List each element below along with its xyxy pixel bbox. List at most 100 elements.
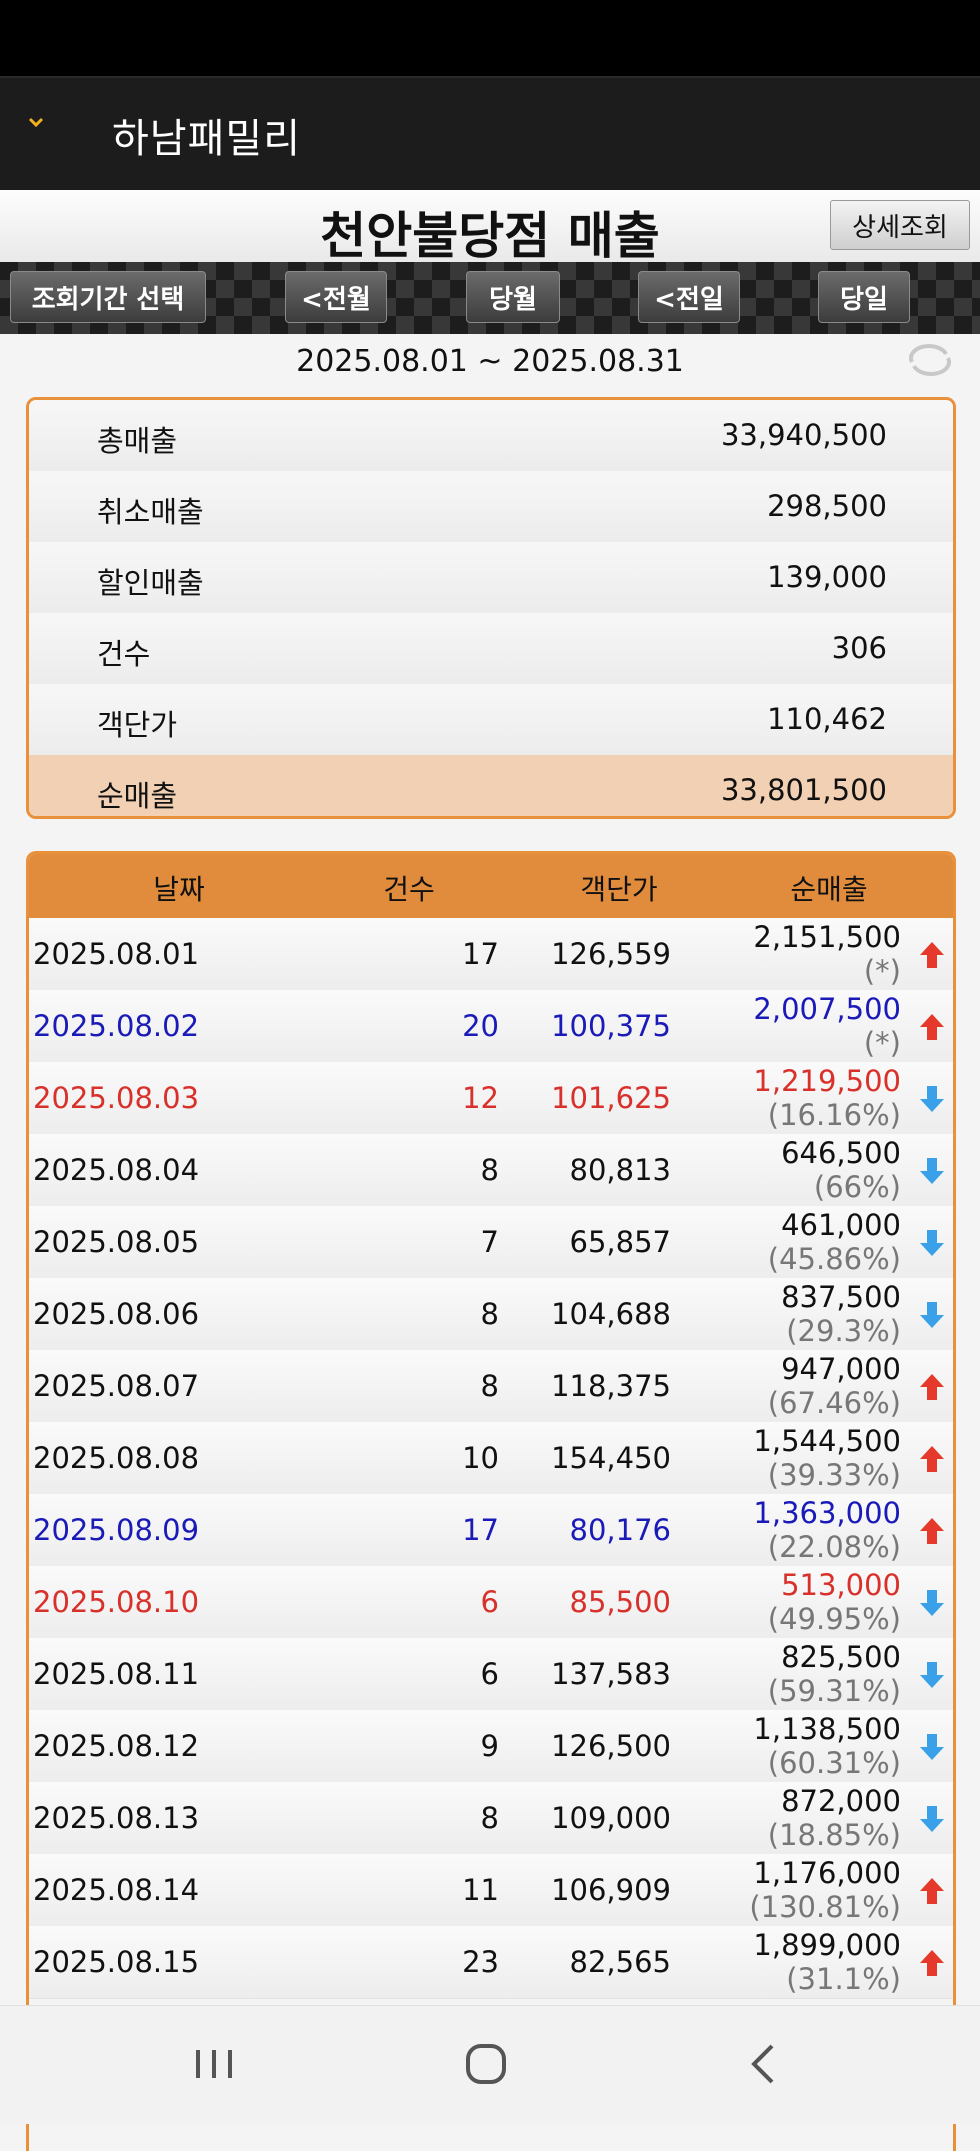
- row-count: 8: [480, 1153, 499, 1187]
- arrow-up-icon: [920, 1446, 944, 1472]
- table-row[interactable]: 2025.08.06 8 104,688 837,500 (29.3%): [29, 1278, 953, 1351]
- prev-day-button[interactable]: <전일: [638, 271, 740, 323]
- row-percent: (60.31%): [767, 1746, 901, 1780]
- row-avg: 65,857: [569, 1225, 671, 1259]
- row-percent: (18.85%): [767, 1818, 901, 1852]
- row-avg: 104,688: [551, 1297, 671, 1331]
- row-avg: 101,625: [551, 1081, 671, 1115]
- period-range: 2025.08.01 ~ 2025.08.31: [296, 344, 684, 379]
- table-row[interactable]: 2025.08.11 6 137,583 825,500 (59.31%): [29, 1638, 953, 1711]
- row-date: 2025.08.03: [33, 1081, 200, 1115]
- row-count: 9: [480, 1729, 499, 1763]
- table-row[interactable]: 2025.08.14 11 106,909 1,176,000 (130.81%): [29, 1854, 953, 1927]
- daily-sales-table: 날짜 건수 객단가 순매출 2025.08.01 17 126,559 2,151,5…: [26, 851, 956, 2151]
- table-row[interactable]: 2025.08.03 12 101,625 1,219,500 (16.16%): [29, 1062, 953, 1135]
- row-date: 2025.08.15: [33, 1945, 200, 1979]
- row-net-sales: 1,363,000: [753, 1496, 901, 1530]
- arrow-down-icon: [920, 1734, 944, 1760]
- row-date: 2025.08.02: [33, 1009, 200, 1043]
- row-avg: 154,450: [551, 1441, 671, 1475]
- row-net-sales: 2,151,500: [753, 920, 901, 954]
- row-net-sales: 1,138,500: [753, 1712, 901, 1746]
- table-row[interactable]: 2025.08.08 10 154,450 1,544,500 (39.33%): [29, 1422, 953, 1495]
- row-percent: (66%): [813, 1170, 901, 1204]
- row-avg: 126,559: [551, 937, 671, 971]
- table-row[interactable]: 2025.08.01 17 126,559 2,151,500 (*): [29, 918, 953, 991]
- row-count: 6: [480, 1657, 499, 1691]
- summary-value: 33,801,500: [720, 773, 887, 807]
- recent-apps-icon[interactable]: [174, 2032, 254, 2096]
- row-date: 2025.08.06: [33, 1297, 200, 1331]
- summary-row: 건수 306: [29, 613, 953, 685]
- summary-label: 할인매출: [97, 566, 204, 600]
- row-date: 2025.08.04: [33, 1153, 200, 1187]
- row-count: 6: [480, 1585, 499, 1619]
- row-percent: (59.31%): [767, 1674, 901, 1708]
- summary-value: 306: [831, 631, 887, 665]
- table-row[interactable]: 2025.08.02 20 100,375 2,007,500 (*): [29, 990, 953, 1063]
- row-count: 20: [462, 1009, 499, 1043]
- arrow-down-icon: [920, 1302, 944, 1328]
- row-avg: 137,583: [551, 1657, 671, 1691]
- table-row[interactable]: 2025.08.15 23 82,565 1,899,000 (31.1%): [29, 1926, 953, 1999]
- summary-value: 33,940,500: [720, 418, 887, 452]
- table-row[interactable]: 2025.08.04 8 80,813 646,500 (66%): [29, 1134, 953, 1207]
- table-row[interactable]: 2025.08.13 8 109,000 872,000 (18.85%): [29, 1782, 953, 1855]
- summary-label: 객단가: [97, 708, 178, 742]
- header-net: 순매출: [790, 873, 868, 906]
- row-net-sales: 1,899,000: [753, 1928, 901, 1962]
- home-icon[interactable]: [446, 2032, 526, 2096]
- summary-label: 건수: [97, 637, 151, 671]
- table-row[interactable]: 2025.08.10 6 85,500 513,000 (49.95%): [29, 1566, 953, 1639]
- arrow-up-icon: [920, 942, 944, 968]
- row-percent: (16.16%): [767, 1098, 901, 1132]
- row-percent: (39.33%): [767, 1458, 901, 1492]
- row-net-sales: 461,000: [781, 1208, 901, 1242]
- summary-value: 139,000: [767, 560, 887, 594]
- table-row[interactable]: 2025.08.09 17 80,176 1,363,000 (22.08%): [29, 1494, 953, 1567]
- app-title: 하남패밀리: [112, 116, 301, 162]
- row-date: 2025.08.05: [33, 1225, 200, 1259]
- arrow-down-icon: [920, 1590, 944, 1616]
- status-bar: [0, 0, 980, 76]
- summary-row: 취소매출 298,500: [29, 471, 953, 543]
- header-avg: 객단가: [580, 873, 658, 906]
- arrow-down-icon: [920, 1086, 944, 1112]
- summary-value: 298,500: [767, 489, 887, 523]
- row-count: 12: [462, 1081, 499, 1115]
- row-percent: (*): [863, 1026, 901, 1060]
- today-button[interactable]: 당일: [818, 271, 910, 323]
- chevron-down-icon[interactable]: [26, 112, 46, 132]
- row-net-sales: 2,007,500: [753, 992, 901, 1026]
- row-net-sales: 1,176,000: [753, 1856, 901, 1890]
- row-count: 10: [462, 1441, 499, 1475]
- row-avg: 126,500: [551, 1729, 671, 1763]
- table-row[interactable]: 2025.08.05 7 65,857 461,000 (45.86%): [29, 1206, 953, 1279]
- table-row[interactable]: 2025.08.12 9 126,500 1,138,500 (60.31%): [29, 1710, 953, 1783]
- prev-month-button[interactable]: <전월: [285, 271, 387, 323]
- row-date: 2025.08.13: [33, 1801, 200, 1835]
- header-count: 건수: [383, 873, 435, 906]
- arrow-up-icon: [920, 1014, 944, 1040]
- this-month-button[interactable]: 당월: [466, 271, 560, 323]
- row-net-sales: 513,000: [781, 1568, 901, 1602]
- refresh-icon[interactable]: [906, 340, 954, 380]
- back-icon[interactable]: [724, 2032, 804, 2096]
- row-net-sales: 825,500: [781, 1640, 901, 1674]
- detail-view-button[interactable]: 상세조회: [830, 200, 970, 250]
- row-net-sales: 872,000: [781, 1784, 901, 1818]
- row-count: 17: [462, 1513, 499, 1547]
- table-row[interactable]: 2025.08.07 8 118,375 947,000 (67.46%): [29, 1350, 953, 1423]
- row-net-sales: 646,500: [781, 1136, 901, 1170]
- page-title: 천안불당점 매출: [320, 207, 660, 265]
- title-row: 천안불당점 매출 상세조회: [0, 190, 980, 265]
- arrow-up-icon: [920, 1878, 944, 1904]
- summary-row: 총매출 33,940,500: [29, 400, 953, 472]
- arrow-up-icon: [920, 1518, 944, 1544]
- row-percent: (130.81%): [749, 1890, 901, 1924]
- row-count: 8: [480, 1369, 499, 1403]
- row-avg: 100,375: [551, 1009, 671, 1043]
- select-period-button[interactable]: 조회기간 선택: [10, 271, 206, 323]
- summary-value: 110,462: [767, 702, 887, 736]
- system-nav-bar: [0, 2005, 980, 2124]
